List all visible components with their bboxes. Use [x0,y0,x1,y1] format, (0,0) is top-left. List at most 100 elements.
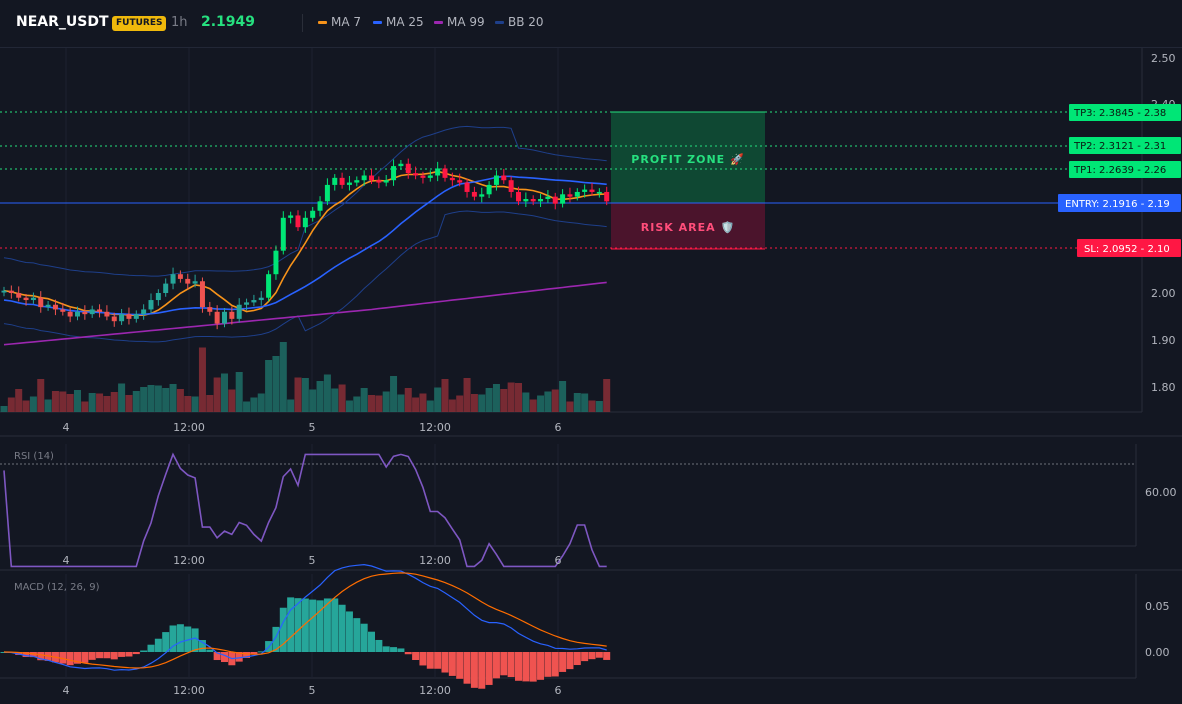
candle [493,170,499,191]
candle-body [45,304,51,308]
macd-hist-bar [382,646,390,652]
volume-bar [603,379,611,412]
candle-body [589,189,595,192]
candle-body [516,191,521,202]
candle-body [295,215,301,228]
candle [199,277,205,313]
candle [104,305,110,321]
candlesticks[interactable] [1,158,610,330]
candle-body [413,173,419,176]
candle [413,166,419,180]
profit-zone[interactable]: PROFIT ZONE 🚀 [611,111,765,203]
candle-body [346,182,352,185]
macd-hist-bar [147,644,155,652]
macd-hist-bar [500,652,508,676]
candle-body [354,180,360,183]
price-tick-180: 1.80 [1151,381,1176,394]
legend-bb20[interactable]: BB 20 [495,15,544,29]
candle [589,183,595,196]
macd-hist-bar [243,652,251,658]
macd-hist-bar [551,652,559,677]
rsi-time-label: 5 [309,554,316,567]
volume-bar [588,400,596,412]
candle [501,168,507,184]
volume-bar [110,392,118,412]
candle-body [170,274,176,284]
candle-body [119,314,125,322]
macd-hist-bar [176,624,184,652]
macd-hist-bar [37,652,45,661]
candle-body [236,304,242,319]
entry-tag-text: ENTRY: 2.1916 - 2.19 [1065,199,1170,210]
candle [280,211,286,255]
tp1-tag[interactable]: TP1: 2.2639 - 2.26 [1069,161,1181,178]
candle-body [560,194,566,204]
candle-body [16,293,22,298]
volume-bar [544,391,552,412]
macd-hist-bar [88,652,96,660]
price-tick-190: 1.90 [1151,334,1176,347]
candle-body [486,184,492,195]
volume-bar [15,389,23,412]
candle [163,278,169,297]
sl-tag[interactable]: SL: 2.0952 - 2.10 [1077,239,1181,257]
volume-bar [198,347,206,412]
symbol-name[interactable]: NEAR_USDT [16,14,109,30]
volume-bar [140,387,148,412]
candle-body [435,168,441,176]
macd-hist-bar [559,652,567,672]
candle [596,188,602,198]
volume-bar [463,378,471,412]
time-label-1200a: 12:00 [173,421,205,434]
macd-time-label: 6 [555,684,562,697]
macd-hist-bar [566,652,574,670]
candle-body [89,309,95,315]
macd-hist-bar [434,652,442,669]
candle [530,195,536,206]
candle-body [324,184,330,202]
legend-ma7[interactable]: MA 7 [318,15,361,29]
candle-body [229,311,235,319]
tp3-tag[interactable]: TP3: 2.3845 - 2.38 [1069,104,1181,121]
candle-body [538,199,544,202]
candle-body [273,250,279,275]
candle [251,294,257,307]
candle [126,307,132,325]
candle [97,304,103,318]
volume-bar [559,381,567,412]
candle [229,306,235,325]
macd-hist-bar [154,638,162,652]
volume-bar [595,401,603,412]
macd-histogram-and-lines [0,563,611,689]
macd-hist-bar [331,598,339,652]
candle [471,186,477,201]
header-divider [302,14,303,32]
rsi-time-label: 12:00 [419,554,451,567]
candle-body [185,278,191,284]
volume-bar [132,391,140,412]
candle-body [192,281,198,284]
macd-hist-bar [419,652,427,666]
legend-ma25[interactable]: MA 25 [373,15,424,29]
macd-hist-bar [463,652,471,684]
candle [273,245,279,280]
entry-tag[interactable]: ENTRY: 2.1916 - 2.19 [1058,194,1181,212]
candle-body [427,175,433,178]
candle [567,187,573,203]
tp2-tag[interactable]: TP2: 2.3121 - 2.31 [1069,137,1181,154]
candle [545,190,551,203]
macd-hist-bar [485,652,493,685]
candle [324,178,330,206]
timeframe-selector[interactable]: 1h [171,15,188,30]
last-price: 2.1949 [201,14,256,30]
candle-body [420,175,426,178]
risk-zone[interactable]: RISK AREA 🛡️ [611,203,765,250]
volume-bar [221,373,228,412]
legend-ma99[interactable]: MA 99 [434,15,485,29]
volume-bar [537,395,545,412]
candle [30,292,36,304]
macd-hist-bar [316,600,324,652]
candle [207,301,213,316]
rsi-time-label: 6 [555,554,562,567]
